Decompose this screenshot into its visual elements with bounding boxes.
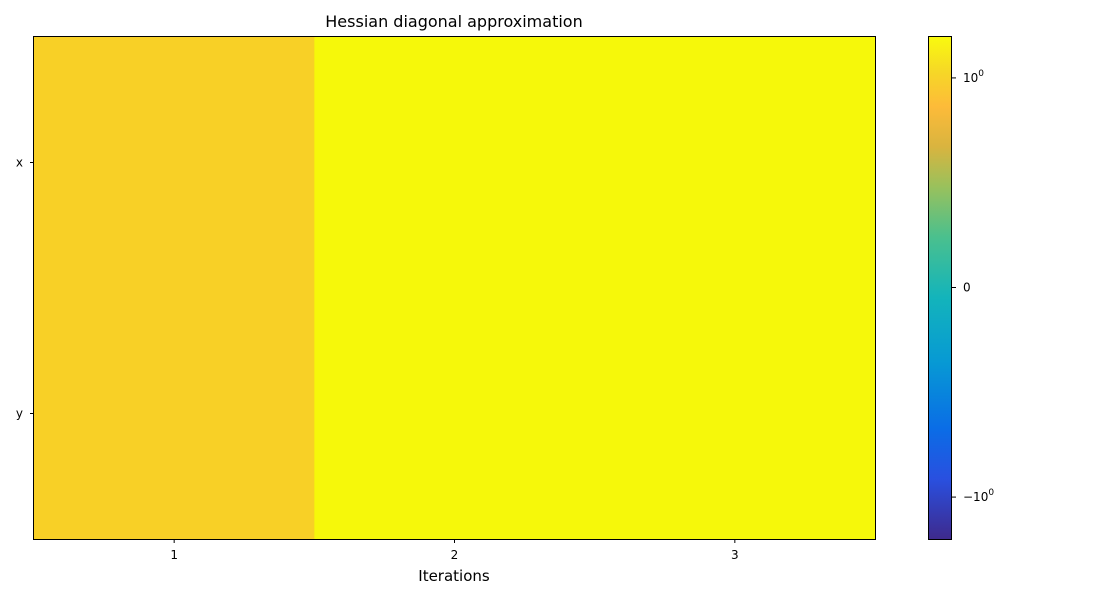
colorbar-tick-label: 100 [963, 69, 984, 85]
heatmap-cells [34, 37, 876, 540]
y-axis-ticks: xy [16, 156, 34, 421]
y-tick-label: x [16, 156, 23, 170]
x-axis-ticks: 1 2 3 [170, 539, 739, 562]
colorbar [928, 36, 952, 539]
chart-title: Hessian diagonal approximation [325, 12, 582, 31]
y-tick-label: y [16, 407, 23, 421]
colorbar-ticks: 100 0 −100 [952, 69, 994, 504]
colorbar-frame [928, 36, 952, 540]
heatmap-cell [34, 288, 315, 540]
heatmap-cell [34, 37, 315, 289]
heatmap-cell [594, 37, 876, 289]
heatmap-cell [314, 37, 596, 289]
x-axis-label: Iterations [418, 567, 490, 585]
x-tick-label: 2 [451, 548, 459, 562]
colorbar-tick-label: 0 [963, 281, 971, 295]
x-tick-label: 1 [170, 548, 178, 562]
colorbar-tick-label: −100 [963, 488, 994, 504]
x-tick-label: 3 [731, 548, 739, 562]
heatmap-cell [594, 288, 876, 540]
heatmap-cell [314, 288, 596, 540]
